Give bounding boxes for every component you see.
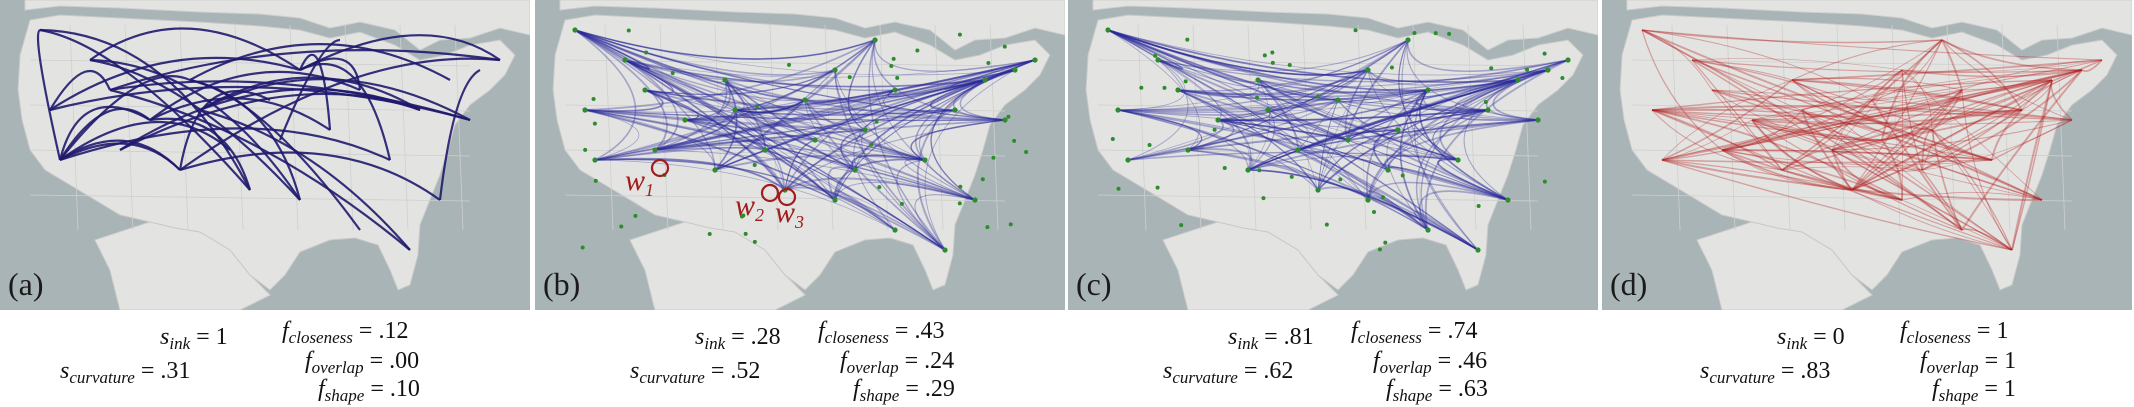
metric-f-shape-d: fshape = 1 xyxy=(1932,376,2016,405)
panel-label-d: (d) xyxy=(1610,266,1648,302)
panel-label-a: (a) xyxy=(8,266,44,302)
metric-f-closeness-c: fcloseness = .74 xyxy=(1351,318,1478,347)
metric-s-curvature-b: scurvature = .52 xyxy=(630,358,761,387)
marker-circle-1 xyxy=(650,158,670,178)
metrics-c: sink = .81 scurvature = .62 fcloseness =… xyxy=(1068,318,1598,405)
map-a xyxy=(0,0,530,310)
map-c xyxy=(1068,0,1598,310)
metric-f-closeness-a: fcloseness = .12 xyxy=(282,318,409,347)
metric-f-shape-a: fshape = .10 xyxy=(318,376,420,405)
metric-f-overlap-b: foverlap = .24 xyxy=(840,348,955,377)
metric-f-shape-b: fshape = .29 xyxy=(853,376,955,405)
marker-circle-2 xyxy=(760,183,780,203)
metric-s-curvature-a: scurvature = .31 xyxy=(60,358,191,387)
panel-c: (c) xyxy=(1068,0,1598,310)
panel-a: (a) xyxy=(0,0,530,310)
metrics-a: sink = 1 scurvature = .31 fcloseness = .… xyxy=(0,318,530,405)
metric-s-curvature-d: scurvature = .83 xyxy=(1700,358,1831,387)
metric-f-overlap-a: foverlap = .00 xyxy=(305,348,420,377)
metric-f-closeness-d: fcloseness = 1 xyxy=(1900,318,2009,347)
map-d xyxy=(1602,0,2132,310)
map-b: w1 w2 w3 xyxy=(535,0,1065,310)
panel-label-b: (b) xyxy=(543,266,581,302)
metric-s-ink-c: sink = .81 xyxy=(1228,324,1314,353)
metric-s-curvature-c: scurvature = .62 xyxy=(1163,358,1294,387)
metric-s-ink-a: sink = 1 xyxy=(160,324,228,353)
panel-label-c: (c) xyxy=(1076,266,1112,302)
metric-f-closeness-b: fcloseness = .43 xyxy=(818,318,945,347)
panel-d: (d) xyxy=(1602,0,2132,310)
metric-s-ink-d: sink = 0 xyxy=(1777,324,1845,353)
metric-s-ink-b: sink = .28 xyxy=(695,324,781,353)
metrics-d: sink = 0 scurvature = .83 fcloseness = 1… xyxy=(1602,318,2132,405)
metric-f-shape-c: fshape = .63 xyxy=(1386,376,1488,405)
metric-f-overlap-d: foverlap = 1 xyxy=(1920,348,2017,377)
metric-f-overlap-c: foverlap = .46 xyxy=(1373,348,1488,377)
panel-b: w1 w2 w3 (b) xyxy=(535,0,1065,310)
metrics-b: sink = .28 scurvature = .52 fcloseness =… xyxy=(535,318,1065,405)
marker-circle-3 xyxy=(777,187,797,207)
